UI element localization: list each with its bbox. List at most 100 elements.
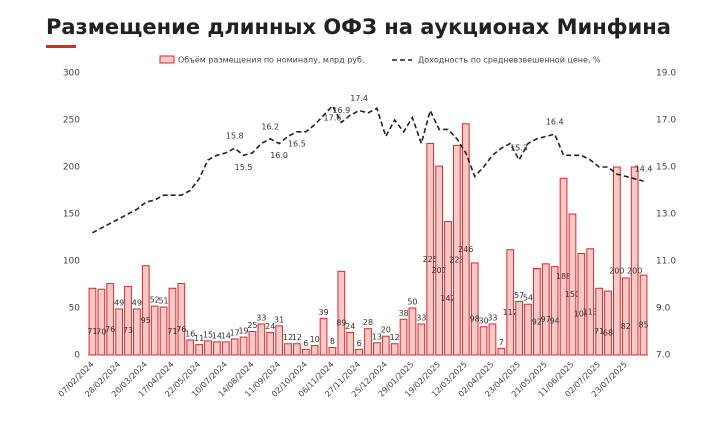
bar — [470, 262, 479, 356]
bar — [408, 307, 417, 356]
bar-label: 33 — [487, 313, 497, 322]
bar-label: 8 — [330, 337, 335, 346]
bar-label: 97 — [541, 315, 551, 324]
bar-label: 24 — [265, 322, 275, 331]
bar-label: 76 — [105, 325, 115, 334]
bar — [266, 331, 275, 356]
bar-label: 11 — [194, 334, 204, 343]
bar — [115, 308, 123, 356]
bar — [515, 300, 523, 356]
bar — [639, 274, 648, 356]
bar-label: 70 — [96, 328, 106, 337]
bar — [248, 331, 257, 356]
line-label: 16.4 — [546, 118, 564, 127]
bar — [328, 346, 337, 356]
bar — [586, 248, 595, 356]
bar — [284, 343, 292, 356]
y-tick-label: 250 — [63, 116, 80, 126]
y2-tick-label: 7.0 — [656, 351, 671, 361]
bar-label: 57 — [514, 291, 524, 300]
bar — [533, 268, 541, 356]
bar-label: 49 — [132, 298, 142, 307]
bar — [346, 331, 355, 356]
bar-label: 112 — [503, 308, 518, 317]
line-label: 16.0 — [270, 151, 288, 160]
y2-tick-label: 17.0 — [656, 116, 676, 126]
legend-label: Объём размещения по номиналу, млрд руб. — [178, 56, 365, 65]
y-tick-label: 200 — [63, 163, 80, 173]
bar — [141, 265, 150, 356]
bar — [195, 344, 203, 356]
bar-label: 49 — [114, 298, 124, 307]
bar — [381, 335, 390, 356]
bar — [479, 326, 488, 356]
y-tick-label: 0 — [74, 351, 80, 361]
bar — [177, 283, 186, 356]
bar — [488, 323, 497, 356]
bar — [604, 290, 612, 356]
bar — [453, 144, 461, 356]
bar-label: 50 — [407, 298, 417, 307]
bar — [524, 303, 532, 356]
bar — [426, 143, 435, 356]
bar-label: 246 — [458, 245, 473, 254]
bar — [106, 283, 115, 356]
bar-label: 94 — [550, 316, 560, 325]
bar-label: 73 — [123, 326, 133, 335]
bar — [630, 166, 639, 356]
bar — [568, 213, 577, 356]
y-tick-label: 100 — [63, 257, 80, 267]
bar — [541, 263, 550, 356]
bar-label: 71 — [594, 327, 604, 336]
y2-tick-label: 11.0 — [656, 257, 676, 267]
bar-label: 24 — [345, 322, 355, 331]
line-label: 15.8 — [226, 132, 244, 141]
y-tick-label: 150 — [63, 210, 80, 220]
bar-label: 71 — [167, 327, 177, 336]
bar-label: 15 — [203, 330, 213, 339]
bar-label: 51 — [158, 297, 168, 306]
bar — [293, 343, 301, 356]
bar — [301, 348, 310, 356]
bar — [319, 317, 328, 356]
bar — [133, 308, 141, 356]
y-tick-label: 50 — [69, 304, 81, 314]
bar-label: 76 — [176, 325, 186, 334]
y2-tick-label: 13.0 — [656, 210, 676, 220]
bar — [559, 177, 568, 356]
legend-label: Доходность по средневзвешенной цене, % — [418, 56, 601, 65]
bar — [435, 165, 443, 356]
bar — [355, 348, 363, 356]
bar-label: 150 — [565, 290, 580, 299]
line-label: 15.5 — [235, 163, 253, 172]
bar-label: 30 — [478, 316, 488, 325]
bar-label: 98 — [470, 314, 480, 323]
bar — [461, 123, 470, 356]
bar — [159, 306, 168, 356]
bar-label: 12 — [283, 333, 293, 342]
bar-label: 52 — [150, 296, 160, 305]
line-label: 16.5 — [288, 139, 306, 148]
bar — [204, 340, 212, 356]
bar-label: 68 — [603, 329, 613, 338]
bar-label: 89 — [336, 319, 346, 328]
bar-label: 12 — [292, 333, 302, 342]
bar-label: 17 — [230, 329, 240, 338]
yield-line — [92, 104, 644, 234]
bar-label: 142 — [440, 294, 455, 303]
bar-label: 113 — [583, 307, 598, 316]
line-label: 15.3 — [510, 143, 528, 152]
bar-label: 12 — [390, 333, 400, 342]
bar-label: 6 — [357, 339, 362, 348]
y2-tick-label: 15.0 — [656, 163, 676, 173]
bar-label: 225 — [423, 255, 438, 264]
bar — [497, 347, 506, 356]
bar-label: 19 — [238, 327, 248, 336]
bar-label: 33 — [416, 313, 426, 322]
bar-label: 39 — [318, 308, 328, 317]
bar-label: 13 — [372, 332, 382, 341]
bar — [506, 249, 515, 356]
bar — [417, 323, 426, 356]
bar — [150, 305, 159, 356]
